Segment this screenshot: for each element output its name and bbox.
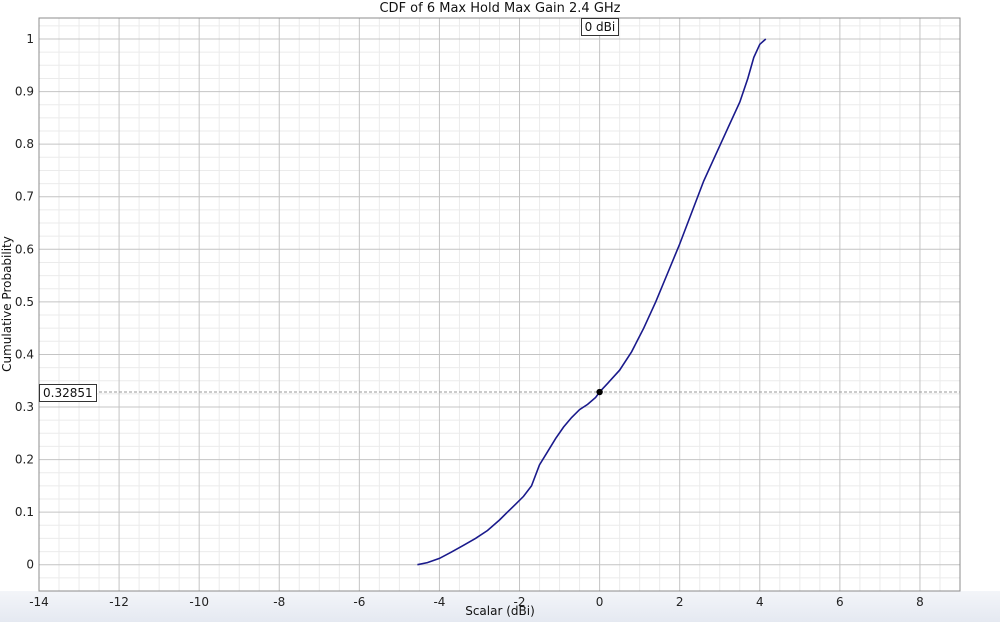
y-tick-label: 0.2 bbox=[15, 453, 34, 467]
y-tick-label: 0.5 bbox=[15, 295, 34, 309]
marker-point[interactable] bbox=[596, 388, 603, 396]
x-tick-label: -2 bbox=[514, 595, 526, 609]
y-tick-label: 0.8 bbox=[15, 137, 34, 151]
x-axis-label: Scalar (dBi) bbox=[465, 604, 535, 618]
x-tick-label: 2 bbox=[676, 595, 684, 609]
x-tick-label: 0 bbox=[596, 595, 604, 609]
marker-y-value-label[interactable]: 0.32851 bbox=[39, 384, 97, 403]
x-tick-label: 8 bbox=[916, 595, 924, 609]
y-tick-label: 0.4 bbox=[15, 347, 34, 361]
marker-x-value-label[interactable]: 0 dBi bbox=[580, 18, 620, 36]
plot-frame bbox=[38, 17, 961, 592]
bottom-strip bbox=[0, 591, 1000, 622]
x-tick-label: -12 bbox=[109, 595, 129, 609]
x-tick-label: 6 bbox=[836, 595, 844, 609]
y-tick-label: 0.9 bbox=[15, 85, 34, 99]
y-tick-label: 0.1 bbox=[15, 505, 34, 519]
chart-title: CDF of 6 Max Hold Max Gain 2.4 GHz bbox=[379, 1, 621, 16]
x-tick-label: -14 bbox=[29, 595, 49, 609]
cdf-series-line[interactable] bbox=[417, 38, 767, 566]
y-tick-label: 0.6 bbox=[15, 242, 34, 256]
y-tick-label: 0 bbox=[26, 558, 34, 572]
y-tick-label: 1 bbox=[26, 32, 34, 46]
y-tick-label: 0.3 bbox=[15, 400, 34, 414]
x-tick-label: -6 bbox=[353, 595, 365, 609]
x-tick-label: -10 bbox=[189, 595, 209, 609]
x-tick-label: 4 bbox=[756, 595, 764, 609]
x-tick-label: -4 bbox=[433, 595, 445, 609]
x-tick-label: -8 bbox=[273, 595, 285, 609]
y-axis-label: Cumulative Probability bbox=[0, 236, 14, 372]
y-tick-label: 0.7 bbox=[15, 190, 34, 204]
